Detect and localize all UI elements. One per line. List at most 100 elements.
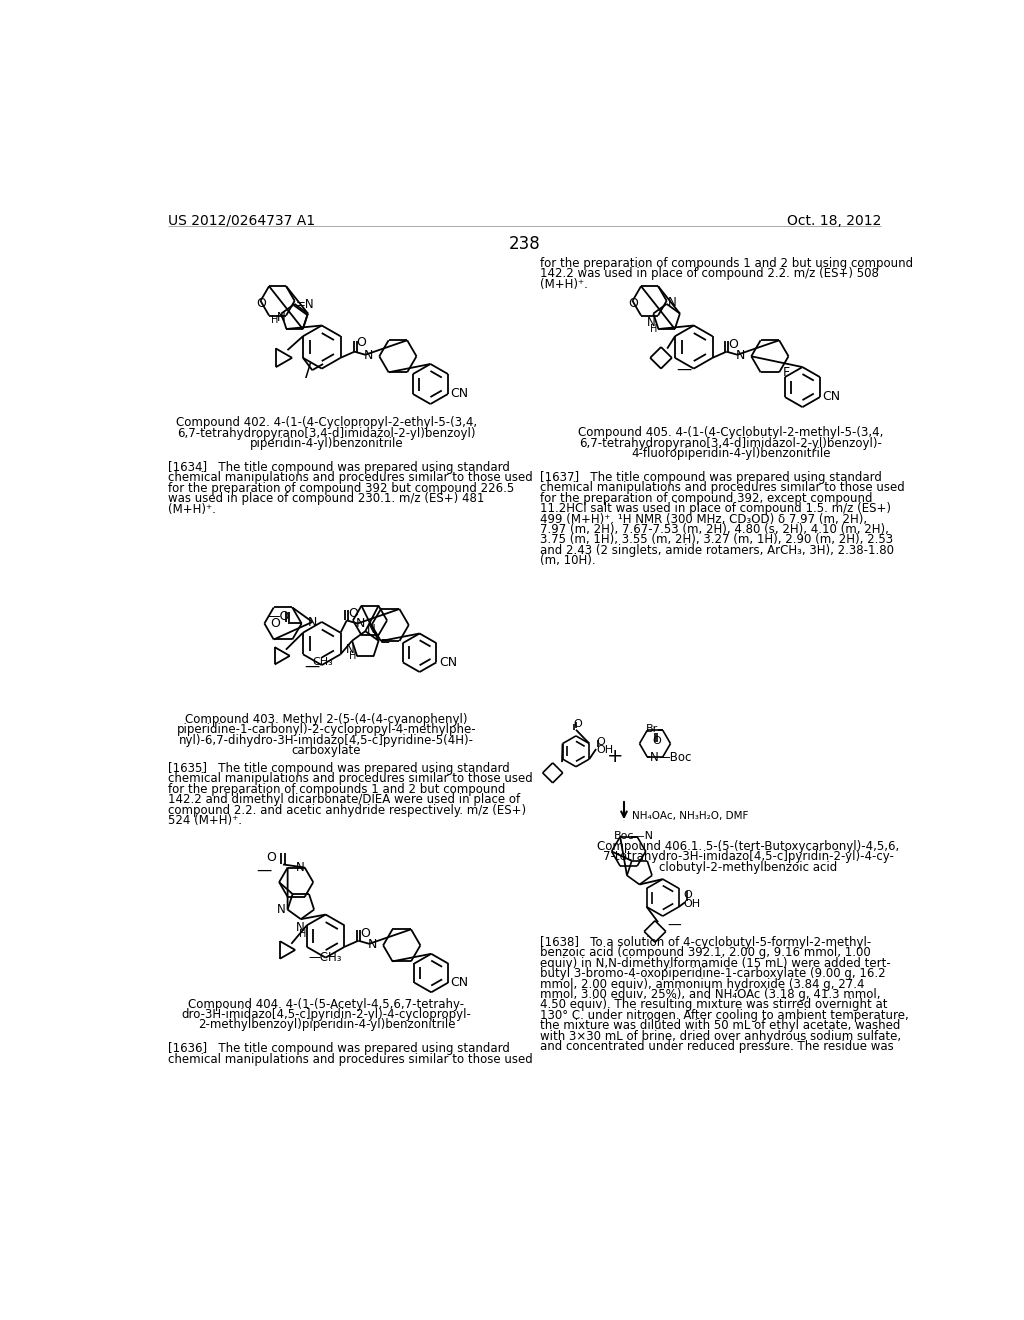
Text: N: N [650, 751, 659, 764]
Text: (M+H)⁺.: (M+H)⁺. [168, 503, 216, 516]
Text: chemical manipulations and procedures similar to those used: chemical manipulations and procedures si… [168, 1053, 534, 1065]
Text: carboxylate: carboxylate [292, 744, 361, 756]
Text: Br: Br [646, 725, 658, 734]
Text: piperidin-4-yl)benzonitrile: piperidin-4-yl)benzonitrile [250, 437, 403, 450]
Text: piperidine-1-carbonyl)-2-cyclopropyl-4-methylphe-: piperidine-1-carbonyl)-2-cyclopropyl-4-m… [176, 723, 476, 737]
Text: N: N [356, 618, 366, 631]
Text: 4.50 equiv). The resulting mixture was stirred overnight at: 4.50 equiv). The resulting mixture was s… [541, 998, 888, 1011]
Text: mmol, 3.00 equiv, 25%), and NH₄OAc (3.18 g, 41.3 mmol,: mmol, 3.00 equiv, 25%), and NH₄OAc (3.18… [541, 989, 881, 1001]
Text: for the preparation of compound 392, except compound: for the preparation of compound 392, exc… [541, 492, 872, 504]
Text: CN: CN [451, 977, 469, 989]
Text: for the preparation of compounds 1 and 2 but compound: for the preparation of compounds 1 and 2… [168, 783, 506, 796]
Text: O: O [728, 338, 738, 351]
Text: —: — [668, 919, 681, 933]
Text: H: H [650, 323, 657, 334]
Text: 142.2 and dimethyl dicarbonate/DIEA were used in place of: 142.2 and dimethyl dicarbonate/DIEA were… [168, 793, 520, 807]
Text: [1635]   The title compound was prepared using standard: [1635] The title compound was prepared u… [168, 762, 510, 775]
Text: N: N [346, 643, 354, 656]
Text: N: N [295, 862, 304, 874]
Text: chemical manipulations and procedures similar to those used: chemical manipulations and procedures si… [168, 471, 534, 484]
Text: 6,7-tetrahydropyrano[3,4-d]imidazol-2-yl)benzoyl)-: 6,7-tetrahydropyrano[3,4-d]imidazol-2-yl… [580, 437, 883, 450]
Text: H: H [270, 315, 278, 325]
Text: 3.75 (m, 1H), 3.55 (m, 2H), 3.27 (m, 1H), 2.90 (m, 2H), 2.53: 3.75 (m, 1H), 3.55 (m, 2H), 3.27 (m, 1H)… [541, 533, 893, 546]
Text: for the preparation of compounds 1 and 2 but using compound: for the preparation of compounds 1 and 2… [541, 257, 913, 271]
Text: Compound 406.1. 5-(5-(tert-Butoxycarbonyl)-4,5,6,: Compound 406.1. 5-(5-(tert-Butoxycarbony… [597, 840, 899, 853]
Text: CN: CN [439, 656, 457, 669]
Text: N: N [276, 903, 286, 916]
Text: +: + [607, 747, 624, 767]
Text: Oct. 18, 2012: Oct. 18, 2012 [786, 214, 882, 228]
Text: 238: 238 [509, 235, 541, 253]
Text: 6,7-tetrahydropyrano[3,4-d]imidazol-2-yl)benzoyl): 6,7-tetrahydropyrano[3,4-d]imidazol-2-yl… [177, 426, 476, 440]
Text: [1636]   The title compound was prepared using standard: [1636] The title compound was prepared u… [168, 1043, 510, 1056]
Text: 7-tetrahydro-3H-imidazo[4,5-c]pyridin-2-yl)-4-cy-: 7-tetrahydro-3H-imidazo[4,5-c]pyridin-2-… [602, 850, 893, 863]
Text: and 2.43 (2 singlets, amide rotamers, ArCH₃, 3H), 2.38-1.80: and 2.43 (2 singlets, amide rotamers, Ar… [541, 544, 894, 557]
Text: was used in place of compound 230.1. m/z (ES+) 481: was used in place of compound 230.1. m/z… [168, 492, 484, 506]
Text: 142.2 was used in place of compound 2.2. m/z (ES+) 508: 142.2 was used in place of compound 2.2.… [541, 268, 880, 280]
Text: —O: —O [267, 610, 290, 623]
Text: with 3×30 mL of brine, dried over anhydrous sodium sulfate,: with 3×30 mL of brine, dried over anhydr… [541, 1030, 901, 1043]
Text: N: N [364, 348, 373, 362]
Text: N: N [367, 623, 376, 636]
Text: O: O [628, 297, 638, 310]
Text: O: O [652, 737, 660, 746]
Text: chemical manipulations and procedures similar to those used: chemical manipulations and procedures si… [541, 482, 905, 495]
Text: Compound 403. Methyl 2-(5-(4-(4-cyanophenyl): Compound 403. Methyl 2-(5-(4-(4-cyanophe… [185, 713, 468, 726]
Text: H: H [299, 929, 306, 939]
Text: [1638]   To a solution of 4-cyclobutyl-5-formyl-2-methyl-: [1638] To a solution of 4-cyclobutyl-5-f… [541, 936, 871, 949]
Text: N: N [308, 615, 317, 628]
Text: butyl 3-bromo-4-oxopiperidine-1-carboxylate (9.00 g, 16.2: butyl 3-bromo-4-oxopiperidine-1-carboxyl… [541, 968, 886, 981]
Text: US 2012/0264737 A1: US 2012/0264737 A1 [168, 214, 315, 228]
Text: O: O [596, 738, 605, 747]
Text: CN: CN [451, 387, 469, 400]
Text: OH: OH [683, 899, 700, 909]
Text: (M+H)⁺.: (M+H)⁺. [541, 277, 588, 290]
Text: mmol, 2.00 equiv), ammonium hydroxide (3.84 g, 27.4: mmol, 2.00 equiv), ammonium hydroxide (3… [541, 978, 865, 991]
Text: O: O [359, 927, 370, 940]
Text: clobutyl-2-methylbenzoic acid: clobutyl-2-methylbenzoic acid [658, 861, 838, 874]
Text: Compound 402. 4-(1-(4-Cyclopropyl-2-ethyl-5-(3,4,: Compound 402. 4-(1-(4-Cyclopropyl-2-ethy… [176, 416, 477, 429]
Text: N: N [736, 348, 745, 362]
Text: —: — [677, 362, 692, 376]
Text: [1637]   The title compound was prepared using standard: [1637] The title compound was prepared u… [541, 471, 882, 484]
Text: Boc—N: Boc—N [614, 830, 654, 841]
Text: OH: OH [596, 744, 613, 755]
Text: benzoic acid (compound 392.1, 2.00 g, 9.16 mmol, 1.00: benzoic acid (compound 392.1, 2.00 g, 9.… [541, 946, 871, 960]
Text: O: O [348, 607, 358, 619]
Text: N: N [647, 315, 656, 329]
Text: H: H [349, 651, 356, 661]
Text: —: — [304, 659, 319, 675]
Text: N: N [669, 296, 677, 309]
Text: for the preparation of compound 392 but compound 226.5: for the preparation of compound 392 but … [168, 482, 514, 495]
Text: CH₃: CH₃ [312, 656, 333, 667]
Text: —CH₃: —CH₃ [308, 950, 342, 964]
Text: O: O [573, 719, 583, 729]
Text: and concentrated under reduced pressure. The residue was: and concentrated under reduced pressure.… [541, 1040, 894, 1053]
Text: —: — [257, 863, 272, 878]
Text: 4-fluoropiperidin-4-yl)benzonitrile: 4-fluoropiperidin-4-yl)benzonitrile [631, 447, 830, 461]
Text: dro-3H-imidazo[4,5-c]pyridin-2-yl)-4-cyclopropyl-: dro-3H-imidazo[4,5-c]pyridin-2-yl)-4-cyc… [181, 1008, 471, 1022]
Text: =: = [379, 635, 390, 648]
Text: 7.97 (m, 2H), 7.67-7.53 (m, 2H), 4.80 (s, 2H), 4.10 (m, 2H),: 7.97 (m, 2H), 7.67-7.53 (m, 2H), 4.80 (s… [541, 523, 889, 536]
Text: N: N [276, 312, 286, 325]
Text: equiv) in N,N-dimethylformamide (15 mL) were added tert-: equiv) in N,N-dimethylformamide (15 mL) … [541, 957, 891, 970]
Text: compound 2.2. and acetic anhydride respectively. m/z (ES+): compound 2.2. and acetic anhydride respe… [168, 804, 526, 817]
Text: /: / [305, 360, 312, 380]
Text: O: O [356, 337, 366, 350]
Text: O: O [256, 297, 266, 310]
Text: 2-methylbenzoyl)piperidin-4-yl)benzonitrile: 2-methylbenzoyl)piperidin-4-yl)benzonitr… [198, 1019, 455, 1031]
Text: chemical manipulations and procedures similar to those used: chemical manipulations and procedures si… [168, 772, 534, 785]
Text: =N: =N [296, 298, 314, 310]
Text: Compound 405. 4-(1-(4-Cyclobutyl-2-methyl-5-(3,4,: Compound 405. 4-(1-(4-Cyclobutyl-2-methy… [579, 426, 884, 440]
Text: F: F [782, 366, 790, 379]
Text: the mixture was diluted with 50 mL of ethyl acetate, washed: the mixture was diluted with 50 mL of et… [541, 1019, 901, 1032]
Text: [1634]   The title compound was prepared using standard: [1634] The title compound was prepared u… [168, 461, 510, 474]
Text: O: O [270, 618, 281, 631]
Text: 524 (M+H)⁺.: 524 (M+H)⁺. [168, 814, 243, 828]
Text: —Boc: —Boc [658, 751, 691, 764]
Text: 130° C. under nitrogen. After cooling to ambient temperature,: 130° C. under nitrogen. After cooling to… [541, 1008, 909, 1022]
Text: O: O [266, 850, 275, 863]
Text: CN: CN [822, 391, 841, 403]
Text: (m, 10H).: (m, 10H). [541, 554, 596, 568]
Text: NH₄OAc, NH₃H₂O, DMF: NH₄OAc, NH₃H₂O, DMF [632, 810, 749, 821]
